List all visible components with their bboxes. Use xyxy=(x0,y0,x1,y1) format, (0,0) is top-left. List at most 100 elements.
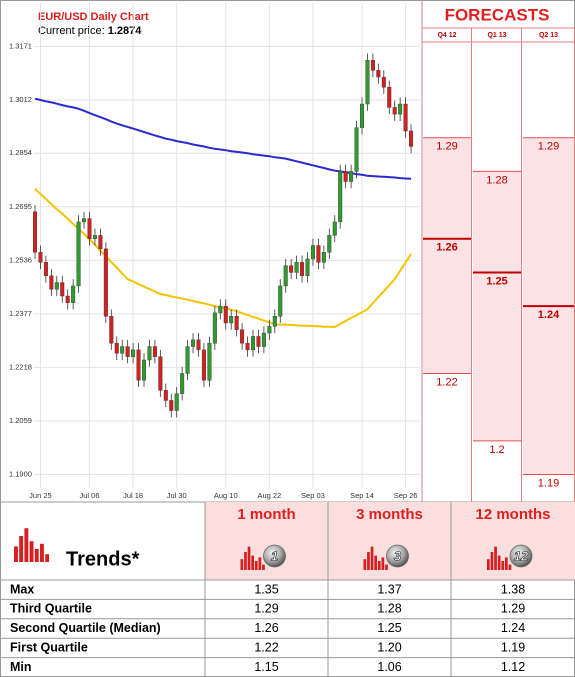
candle-body xyxy=(114,342,119,354)
x-tick-label: Jul 06 xyxy=(79,491,99,500)
column-header: 3 months xyxy=(356,506,423,523)
x-tick-label: Jun 25 xyxy=(29,491,52,500)
x-tick-label: Jul 18 xyxy=(123,491,143,500)
forecast-high-label: 1.29 xyxy=(538,141,559,153)
candle-body xyxy=(283,265,288,287)
bar-icon xyxy=(487,559,490,570)
bar-icon xyxy=(45,554,50,562)
candle-body xyxy=(152,346,157,357)
table-value: 1.28 xyxy=(377,602,401,616)
candle-body xyxy=(92,235,97,239)
candle-body xyxy=(49,275,54,290)
column-header-bg xyxy=(205,502,328,580)
table-value: 1.25 xyxy=(377,621,401,635)
candle-body xyxy=(54,282,59,290)
candle-body xyxy=(33,211,38,253)
y-tick-label: 1.3012 xyxy=(9,95,32,104)
x-tick-label: Aug 22 xyxy=(257,491,281,500)
x-tick-label: Sep 26 xyxy=(394,491,418,500)
y-tick-label: 1.2377 xyxy=(9,309,32,318)
bar-icon xyxy=(254,561,258,570)
candle-body xyxy=(71,285,76,303)
column-header: 12 months xyxy=(475,506,550,523)
column-header-bg xyxy=(328,502,451,580)
forecast-median-label: 1.26 xyxy=(436,242,457,254)
candle-body xyxy=(125,346,130,357)
candle-body xyxy=(65,295,70,303)
bar-icon xyxy=(29,541,34,562)
candle-body xyxy=(98,235,103,250)
badge-number: 3 xyxy=(394,548,402,563)
table-value: 1.22 xyxy=(254,640,278,654)
y-tick-label: 1.2695 xyxy=(9,202,32,211)
candle-body xyxy=(141,359,146,381)
candle-body xyxy=(218,305,223,314)
row-label: First Quartile xyxy=(10,640,88,654)
forecast-range xyxy=(423,137,471,374)
candle-body xyxy=(278,285,283,317)
candle-body xyxy=(60,282,65,297)
column-header: 1 month xyxy=(237,506,295,523)
candle-body xyxy=(398,103,403,115)
candle-body xyxy=(82,218,87,223)
candle-body xyxy=(305,258,310,277)
bar-icon xyxy=(240,559,244,570)
bar-icon xyxy=(374,555,377,570)
x-tick-label: Sep 03 xyxy=(301,491,325,500)
row-label: Third Quartile xyxy=(10,602,92,616)
table-value: 1.37 xyxy=(377,582,401,596)
table-value: 1.35 xyxy=(254,582,278,596)
trends-title: Trends* xyxy=(66,548,140,570)
badge-number: 12 xyxy=(514,548,529,563)
forecast-low-label: 1.22 xyxy=(436,376,457,388)
bar-icon xyxy=(19,536,24,562)
candle-body xyxy=(234,316,239,330)
candle-body xyxy=(245,342,250,351)
table-value: 1.19 xyxy=(501,640,525,654)
candle-body xyxy=(376,70,381,78)
forecast-median-label: 1.25 xyxy=(486,275,507,287)
candle-body xyxy=(103,248,108,317)
bar-icon xyxy=(508,564,512,570)
candle-body xyxy=(267,326,272,334)
forecast-high-label: 1.28 xyxy=(486,174,507,186)
y-tick-label: 1.2059 xyxy=(9,416,32,425)
candle-body xyxy=(147,346,152,361)
bar-icon xyxy=(494,546,497,570)
candle-body xyxy=(300,262,305,277)
column-header-bg xyxy=(451,502,575,580)
x-tick-label: Jul 30 xyxy=(167,491,187,500)
forecast-column-label: Q4 12 xyxy=(437,32,456,39)
y-tick-label: 1.1900 xyxy=(9,470,32,479)
candle-body xyxy=(169,400,174,411)
candle-body xyxy=(316,245,321,263)
candle-body xyxy=(338,171,343,223)
row-label: Max xyxy=(10,582,34,596)
x-tick-label: Sep 14 xyxy=(350,491,374,500)
forecast-low-label: 1.19 xyxy=(538,477,559,489)
forecast-column-label: Q2 13 xyxy=(539,32,558,39)
candle-body xyxy=(120,346,125,354)
chart-title: EUR/USD Daily Chart xyxy=(38,11,149,23)
candle-body xyxy=(381,76,386,88)
badge-number: 1 xyxy=(271,548,278,563)
bar-icon xyxy=(385,564,388,570)
bar-icon xyxy=(370,546,374,570)
candle-body xyxy=(136,349,141,381)
bar-icon xyxy=(244,552,247,570)
candle-body xyxy=(343,171,348,182)
table-value: 1.29 xyxy=(254,602,278,616)
table-value: 1.06 xyxy=(377,660,401,674)
candle-body xyxy=(349,171,354,182)
table-value: 1.38 xyxy=(501,582,525,596)
bar-icon xyxy=(247,546,251,570)
candle-body xyxy=(185,346,190,374)
candle-body xyxy=(365,60,370,105)
bar-icon xyxy=(258,557,262,570)
bar-icon xyxy=(34,549,39,562)
candle-body xyxy=(180,373,185,394)
current-price-value: 1.2874 xyxy=(108,25,143,37)
table-value: 1.26 xyxy=(254,621,278,635)
y-tick-label: 1.3171 xyxy=(9,41,32,50)
bar-icon xyxy=(14,546,18,562)
